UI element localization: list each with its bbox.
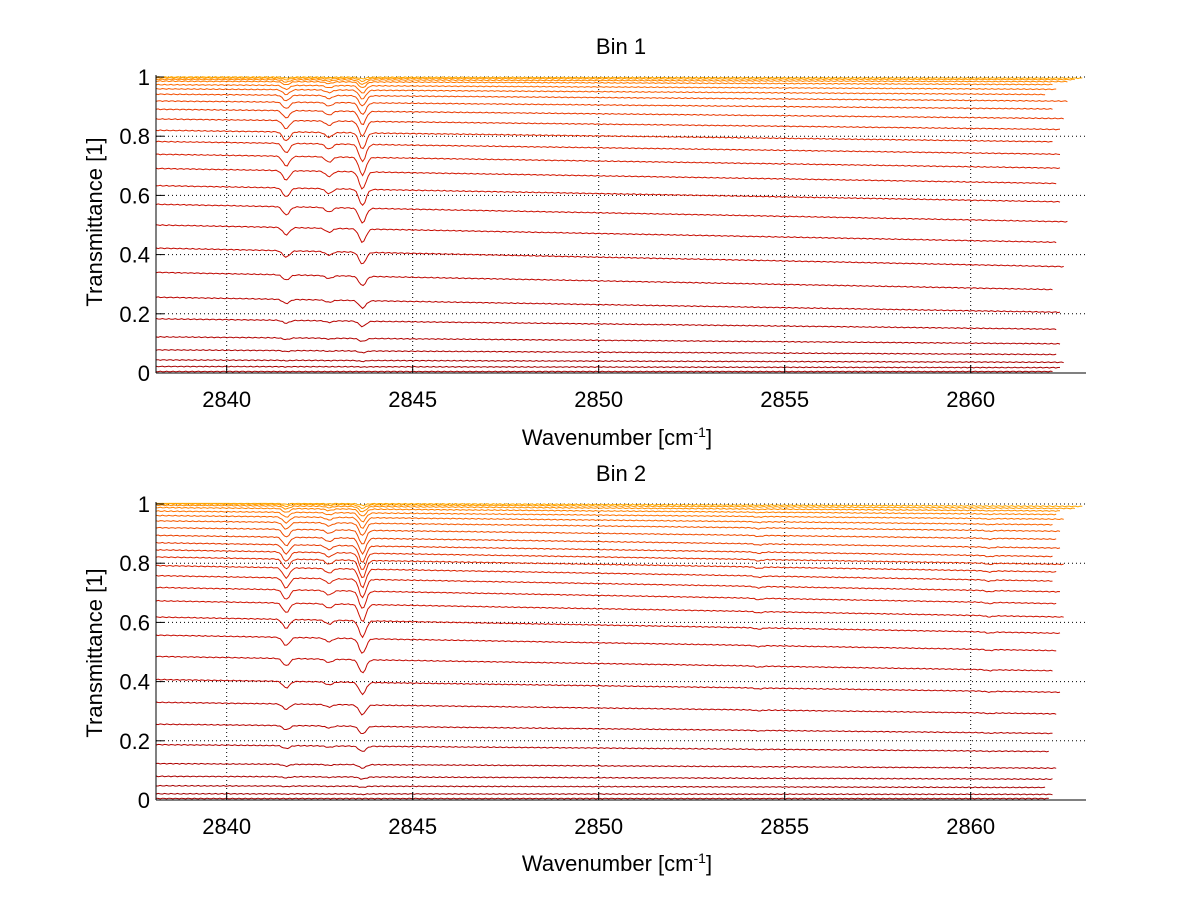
- data-series-line: [155, 108, 1064, 126]
- y-axis-label: Transmittance [1]: [82, 137, 107, 306]
- y-tick-label: 0.2: [119, 729, 150, 754]
- x-axis-label: Wavenumber [cm-1]: [522, 424, 712, 450]
- data-series-line: [155, 296, 1061, 314]
- data-series-line: [155, 510, 1064, 523]
- y-axis-label: Transmittance [1]: [82, 568, 107, 737]
- data-series-line: [155, 247, 1064, 268]
- plot-panel-bin-1: Bin 1 2840 2845 2850 2855 2860 0 0.2 0.4 0.6 0.8…: [82, 34, 1086, 450]
- x-tick-label: 2850: [574, 387, 623, 412]
- chart-title: Bin 1: [596, 34, 646, 59]
- data-series-line: [155, 335, 1061, 345]
- data-series-line: [155, 599, 1064, 622]
- data-series-line: [155, 140, 1061, 163]
- x-tick-label: 2860: [946, 387, 995, 412]
- data-series-line: [156, 502, 1083, 508]
- x-axis-label-main: Wavenumber [cm: [522, 851, 694, 876]
- y-tick-label: 0: [138, 788, 150, 813]
- data-series-line: [155, 76, 1083, 80]
- data-series-line: [156, 370, 1053, 373]
- data-series-line: [155, 564, 1053, 589]
- data-series-line: [155, 93, 1068, 107]
- data-series-line: [155, 723, 1053, 735]
- y-tick-label: 0.4: [119, 670, 150, 695]
- y-tick-labels: 0 0.2 0.4 0.6 0.8 1: [119, 492, 150, 813]
- x-axis-label: Wavenumber [cm-1]: [522, 850, 712, 876]
- data-series-line: [155, 634, 1057, 654]
- data-series-line: [155, 526, 1057, 545]
- x-tick-labels: 2840 2845 2850 2855 2860: [202, 387, 995, 412]
- data-series-line: [155, 129, 1053, 150]
- data-series-line: [155, 655, 1053, 674]
- series-group: [155, 76, 1083, 373]
- axes-frame: [155, 502, 1086, 801]
- data-series-line: [155, 701, 1057, 716]
- data-series-line: [155, 184, 1061, 206]
- data-series-line: [155, 365, 1061, 369]
- data-series-line: [155, 775, 1053, 781]
- y-tick-label: 1: [138, 492, 150, 517]
- x-tick-label: 2845: [388, 387, 437, 412]
- data-series-line: [156, 784, 1046, 789]
- data-series-line: [155, 153, 1061, 177]
- data-series-line: [155, 78, 1068, 85]
- x-tick-label: 2840: [202, 387, 251, 412]
- x-tick-label: 2840: [202, 814, 251, 839]
- data-series-line: [156, 502, 1075, 510]
- y-tick-label: 0.8: [119, 551, 150, 576]
- data-series-line: [155, 534, 1061, 556]
- x-tick-label: 2845: [388, 814, 437, 839]
- x-tick-label: 2855: [760, 387, 809, 412]
- data-series-line: [155, 556, 1057, 579]
- y-tick-label: 0.2: [119, 302, 150, 327]
- data-series-line: [156, 586, 1057, 609]
- y-tick-label: 0.8: [119, 124, 150, 149]
- x-tick-label: 2850: [574, 814, 623, 839]
- data-series-line: [155, 797, 1049, 800]
- series-group: [155, 502, 1083, 800]
- x-axis-label-superscript: -1: [694, 424, 707, 440]
- data-series-line: [155, 743, 1049, 753]
- data-series-line: [155, 271, 1053, 291]
- data-series-line: [155, 506, 1057, 517]
- data-series-line: [155, 541, 1053, 563]
- data-series-line: [155, 678, 1061, 696]
- data-series-line: [155, 504, 1061, 513]
- data-series-line: [155, 100, 1053, 116]
- data-series-line: [155, 616, 1061, 639]
- data-series-line: [155, 349, 1057, 356]
- data-series-line: [155, 520, 1061, 536]
- y-tick-label: 0.4: [119, 243, 150, 268]
- x-axis-label-superscript: -1: [694, 850, 707, 866]
- x-tick-labels: 2840 2845 2850 2855 2860: [202, 814, 995, 839]
- data-series-line: [156, 76, 1075, 83]
- data-series-line: [155, 87, 1046, 100]
- y-tick-label: 0.6: [119, 183, 150, 208]
- data-series-line: [155, 203, 1068, 224]
- data-series-line: [155, 359, 1064, 364]
- data-series-line: [155, 83, 1057, 94]
- data-series-line: [155, 118, 1061, 138]
- y-tick-label: 0.6: [119, 610, 150, 635]
- y-tick-label: 0: [138, 361, 150, 386]
- x-axis-label-main: Wavenumber [cm: [522, 425, 694, 450]
- axes-frame: [155, 75, 1086, 374]
- x-axis-label-tail: ]: [706, 851, 712, 876]
- x-axis-label-tail: ]: [706, 425, 712, 450]
- data-series-line: [155, 762, 1057, 770]
- x-tick-label: 2855: [760, 814, 809, 839]
- data-series-line: [155, 792, 1053, 796]
- x-tick-label: 2860: [946, 814, 995, 839]
- data-series-line: [155, 514, 1053, 529]
- chart-title: Bin 2: [596, 461, 646, 486]
- data-series-line: [155, 548, 1064, 570]
- data-series-line: [155, 167, 1057, 190]
- data-series-line: [155, 80, 1053, 89]
- y-tick-label: 1: [138, 65, 150, 90]
- data-series-line: [155, 317, 1057, 331]
- data-series-line: [155, 224, 1057, 244]
- plot-panel-bin-2: Bin 2 2840 2845 2850 2855 2860 0 0.2 0.4 0.6 0.8…: [82, 461, 1086, 876]
- y-tick-labels: 0 0.2 0.4 0.6 0.8 1: [119, 65, 150, 386]
- data-series-line: [155, 574, 1061, 599]
